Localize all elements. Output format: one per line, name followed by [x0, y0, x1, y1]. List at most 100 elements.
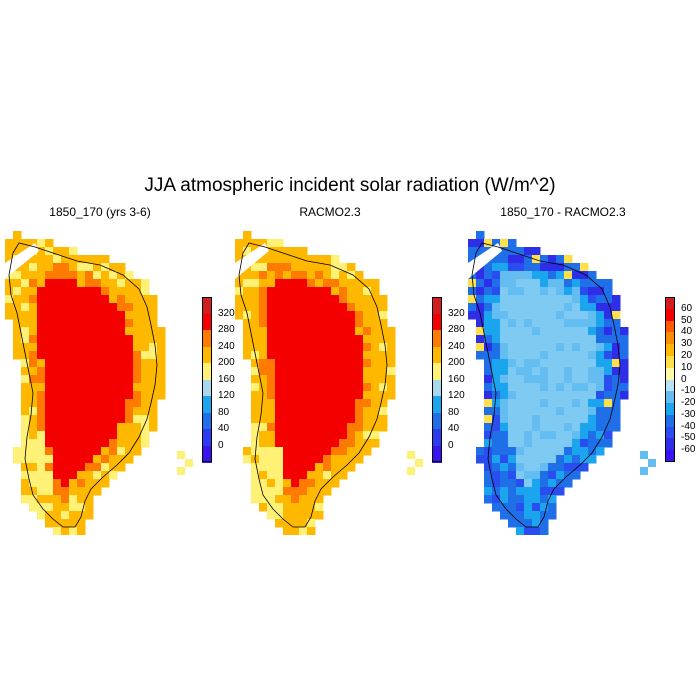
grid-cell [339, 375, 348, 384]
grid-cell [283, 303, 292, 312]
grid-cell [532, 343, 541, 352]
grid-cell [363, 431, 372, 440]
grid-cell [275, 399, 284, 408]
grid-cell [275, 263, 284, 272]
grid-cell [347, 383, 356, 392]
grid-cell [524, 471, 533, 480]
grid-cell [141, 303, 150, 312]
grid-cell [580, 399, 589, 408]
grid-cell [620, 391, 629, 400]
grid-cell [379, 335, 388, 344]
grid-cell [307, 447, 316, 456]
grid-cell [580, 271, 589, 280]
grid-cell [251, 367, 260, 376]
grid-cell [259, 391, 268, 400]
grid-cell [347, 375, 356, 384]
colorbar-tick-label: 40 [681, 326, 693, 338]
grid-cell [548, 431, 557, 440]
grid-cell [572, 383, 581, 392]
grid-cell [355, 415, 364, 424]
grid-cell [371, 343, 380, 352]
grid-cell [540, 319, 549, 328]
grid-cell [315, 423, 324, 432]
colorbar-tick-label: 120 [218, 390, 235, 401]
grid-cell [251, 439, 260, 448]
grid-cell [275, 431, 284, 440]
grid-cell [267, 375, 276, 384]
grid-cell [291, 319, 300, 328]
grid-cell [61, 439, 70, 448]
grid-cell [307, 311, 316, 320]
grid-cell [267, 287, 276, 296]
grid-cell [283, 359, 292, 368]
grid-cell [524, 295, 533, 304]
grid-cell [13, 287, 22, 296]
grid-cell [77, 351, 86, 360]
grid-cell [283, 415, 292, 424]
grid-cell [355, 351, 364, 360]
grid-cell [540, 471, 549, 480]
grid-cell [331, 255, 340, 264]
grid-cell [45, 463, 54, 472]
grid-cell [77, 503, 86, 512]
grid-cell [267, 359, 276, 368]
grid-cell [540, 503, 549, 512]
grid-cell [468, 247, 477, 256]
grid-cell [37, 407, 46, 416]
colorbar-frame [432, 297, 442, 462]
grid-cell [69, 279, 78, 288]
grid-cell [556, 343, 565, 352]
grid-cell [69, 495, 78, 504]
grid-cell [109, 367, 118, 376]
grid-cell [259, 255, 268, 264]
grid-cell [45, 519, 54, 528]
grid-cell [556, 447, 565, 456]
grid-cell [53, 263, 62, 272]
grid-cell [548, 311, 557, 320]
grid-cell [283, 439, 292, 448]
grid-cell [275, 503, 284, 512]
grid-cell [291, 375, 300, 384]
grid-cell [267, 351, 276, 360]
grid-cell [291, 247, 300, 256]
grid-cell [572, 447, 581, 456]
grid-cell [61, 383, 70, 392]
grid-cell [37, 511, 46, 520]
grid-cell [524, 303, 533, 312]
grid-cell [500, 351, 509, 360]
grid-cell [283, 287, 292, 296]
grid-cell [564, 311, 573, 320]
grid-cell [484, 279, 493, 288]
grid-cell [101, 359, 110, 368]
grid-cell [516, 447, 525, 456]
grid-cell [484, 295, 493, 304]
grid-cell [588, 375, 597, 384]
grid-cell [379, 295, 388, 304]
grid-cell [556, 399, 565, 408]
grid-cell [307, 399, 316, 408]
grid-cell [29, 239, 38, 248]
grid-cell [347, 343, 356, 352]
island-cell [177, 467, 185, 475]
colorbar-tick-label: 10 [681, 361, 693, 373]
grid-cell [109, 407, 118, 416]
grid-cell [157, 375, 166, 384]
grid-cell [93, 295, 102, 304]
grid-cell [53, 407, 62, 416]
grid-cell [275, 367, 284, 376]
grid-cell [283, 335, 292, 344]
grid-cell [331, 279, 340, 288]
grid-cell [93, 343, 102, 352]
grid-cell [45, 487, 54, 496]
grid-cell [77, 287, 86, 296]
grid-cell [141, 279, 150, 288]
grid-cell [243, 335, 252, 344]
grid-cell [347, 319, 356, 328]
grid-cell [251, 327, 260, 336]
grid-cell [468, 303, 477, 312]
grid-cell [508, 367, 517, 376]
grid-cell [572, 279, 581, 288]
grid-cell [45, 391, 54, 400]
grid-cell [125, 271, 134, 280]
grid-cell [13, 303, 22, 312]
